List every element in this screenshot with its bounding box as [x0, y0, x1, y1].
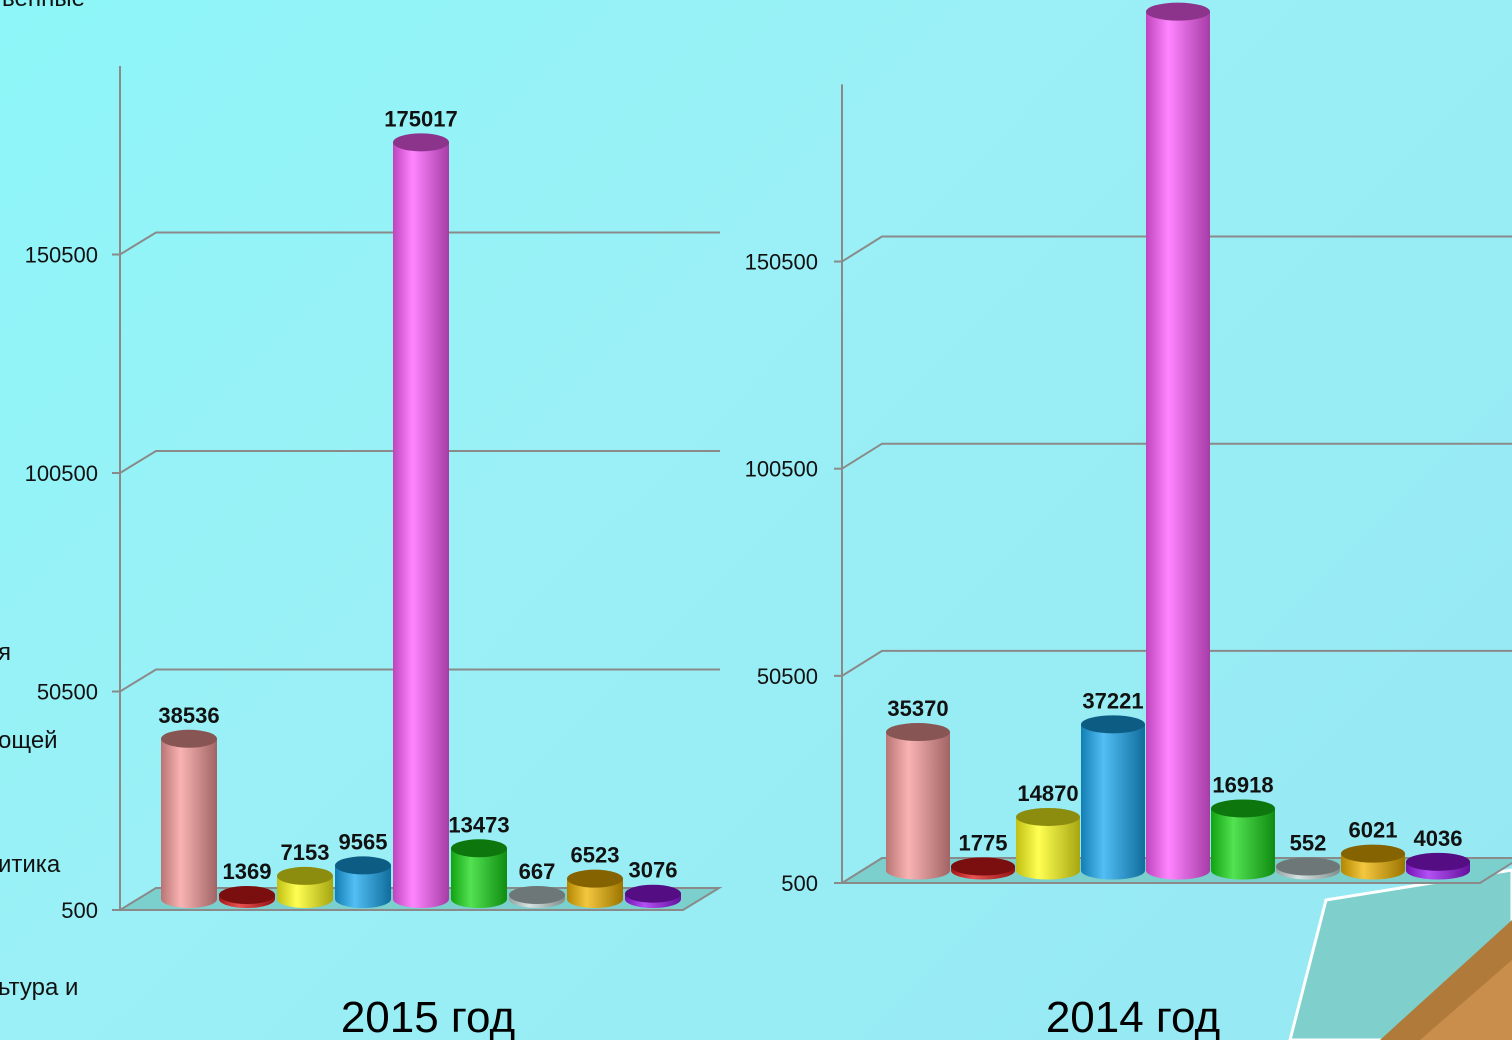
bar-body	[1081, 724, 1145, 880]
legend-fragments: венные я ощей итика ьтура и	[0, 0, 85, 1001]
legend-fragment: итика	[0, 851, 61, 878]
bar-top	[393, 133, 449, 152]
bar-top	[1406, 852, 1470, 871]
data-label: 175017	[384, 106, 457, 131]
y-tick-label: 50500	[37, 680, 98, 705]
bar-top	[1146, 2, 1210, 21]
chart-caption-2015: 2015 год	[341, 993, 515, 1040]
chart-2014: 500 50500 100500 150500 35370 1775 14870 37221 2…	[745, 0, 1512, 896]
data-label: 37221	[1082, 688, 1143, 713]
bar-body	[1016, 816, 1080, 880]
bar-body	[1211, 808, 1275, 880]
bar-top	[335, 856, 391, 875]
bar-top	[219, 886, 275, 904]
y-tick-label: 500	[61, 898, 98, 923]
y-tick-label: 500	[781, 871, 818, 896]
data-label: 4036	[1414, 826, 1463, 851]
data-label: 9565	[339, 829, 388, 854]
data-label: 14870	[1017, 781, 1078, 806]
data-label: 16918	[1212, 772, 1273, 797]
bar	[1341, 844, 1405, 880]
bar-top	[1276, 857, 1340, 876]
bar-top	[161, 729, 217, 748]
bar	[1016, 807, 1080, 880]
bar	[451, 839, 507, 908]
gridline	[841, 235, 1512, 263]
bar-top	[625, 884, 681, 903]
bar	[161, 729, 217, 908]
bar-top	[277, 866, 333, 885]
y-tick-label: 150500	[745, 250, 818, 275]
bar	[886, 723, 950, 880]
data-label: 13473	[448, 812, 509, 837]
bar-body	[335, 865, 391, 908]
bar-top	[1016, 807, 1080, 826]
bar-top	[1211, 799, 1275, 818]
bar	[219, 886, 275, 908]
y-tick-label: 150500	[25, 243, 98, 268]
bar-body	[1146, 11, 1210, 880]
bar	[277, 866, 333, 908]
data-label: 35370	[887, 696, 948, 721]
bar	[1211, 799, 1275, 880]
bar	[1276, 857, 1340, 880]
data-label: 3076	[629, 858, 678, 883]
data-label: 6021	[1349, 818, 1398, 843]
bar	[393, 133, 449, 908]
chart-2015: 500 50500 100500 150500 38536 1369 7153 9565 175…	[25, 66, 723, 923]
chart-caption-2014: 2014 год	[1046, 993, 1220, 1040]
legend-fragment: ьтура и	[0, 974, 78, 1001]
bar-body	[451, 848, 507, 908]
data-label: 38536	[158, 703, 219, 728]
legend-fragment: я	[0, 639, 11, 666]
data-label: 1369	[223, 859, 272, 884]
bar	[567, 869, 623, 908]
bar	[1146, 2, 1210, 880]
gridline	[119, 668, 720, 693]
bar-top	[1081, 715, 1145, 734]
y-tick-label: 100500	[745, 457, 818, 482]
bar	[335, 856, 391, 908]
gridline	[119, 231, 720, 256]
y-tick-label: 100500	[25, 461, 98, 486]
bar-body	[393, 142, 449, 908]
bar-top	[451, 839, 507, 858]
bar-top	[509, 886, 565, 904]
gridline	[119, 450, 720, 474]
data-label: 7153	[281, 840, 330, 865]
data-label: 209247	[1141, 0, 1214, 1]
bar-top	[951, 857, 1015, 876]
bar-body	[161, 738, 217, 908]
bar	[625, 884, 681, 908]
y-tick-label: 50500	[757, 664, 818, 689]
bar	[1406, 852, 1470, 880]
data-label: 6523	[571, 843, 620, 868]
bar	[1081, 715, 1145, 880]
legend-fragment: венные	[2, 0, 85, 12]
bar	[509, 886, 565, 908]
legend-fragment: ощей	[0, 727, 58, 754]
data-label: 1775	[959, 831, 1008, 856]
data-label: 552	[1290, 831, 1327, 856]
gridline	[841, 649, 1512, 677]
bar-top	[886, 723, 950, 742]
bar	[951, 857, 1015, 880]
bar-body	[886, 732, 950, 880]
bar-top	[567, 869, 623, 888]
corner-decoration	[1288, 868, 1512, 1040]
bar-top	[1341, 844, 1405, 863]
gridline	[841, 442, 1512, 470]
bar-body	[277, 875, 333, 908]
data-label: 667	[519, 859, 556, 884]
